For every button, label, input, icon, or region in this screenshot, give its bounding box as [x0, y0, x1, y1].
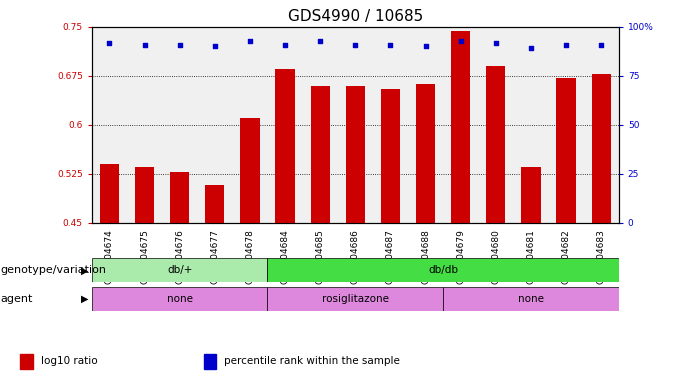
Bar [592, 74, 611, 223]
Text: genotype/variation: genotype/variation [1, 265, 107, 275]
Point [174, 41, 185, 48]
Bar [381, 89, 400, 223]
Text: none: none [518, 294, 544, 304]
Point [420, 43, 431, 50]
Text: db/+: db/+ [167, 265, 192, 275]
Bar [170, 172, 189, 223]
Text: percentile rank within the sample: percentile rank within the sample [224, 356, 401, 366]
Point [209, 43, 220, 50]
Text: ▶: ▶ [81, 294, 89, 304]
Bar [205, 185, 224, 223]
Point [350, 41, 360, 48]
Text: db/db: db/db [428, 265, 458, 275]
Point [104, 40, 115, 46]
Bar [416, 84, 435, 223]
Point [245, 38, 256, 44]
Title: GDS4990 / 10685: GDS4990 / 10685 [288, 9, 423, 24]
Text: log10 ratio: log10 ratio [41, 356, 97, 366]
Bar [522, 167, 541, 223]
Point [596, 41, 607, 48]
Bar [556, 78, 576, 223]
Point [456, 38, 466, 44]
Bar [311, 86, 330, 223]
Point [490, 40, 501, 46]
Point [385, 41, 396, 48]
Bar [92, 258, 267, 282]
Point [139, 41, 150, 48]
Bar [100, 164, 119, 223]
Point [526, 45, 537, 51]
Bar [345, 86, 365, 223]
Bar [135, 167, 154, 223]
Text: rosiglitazone: rosiglitazone [322, 294, 389, 304]
Bar [267, 287, 443, 311]
Bar [267, 258, 619, 282]
Bar [443, 287, 619, 311]
Point [279, 41, 290, 48]
Bar [240, 118, 260, 223]
Text: ▶: ▶ [81, 265, 89, 275]
Text: none: none [167, 294, 192, 304]
Point [315, 38, 326, 44]
Point [560, 41, 571, 48]
Bar [92, 287, 267, 311]
Bar [486, 66, 505, 223]
Text: agent: agent [1, 294, 33, 304]
Bar [275, 69, 294, 223]
Bar [451, 31, 471, 223]
